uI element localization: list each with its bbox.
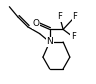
- Text: F: F: [72, 12, 77, 21]
- Text: N: N: [46, 37, 53, 47]
- Text: O: O: [33, 19, 40, 28]
- Text: F: F: [57, 12, 62, 21]
- Text: F: F: [71, 32, 76, 41]
